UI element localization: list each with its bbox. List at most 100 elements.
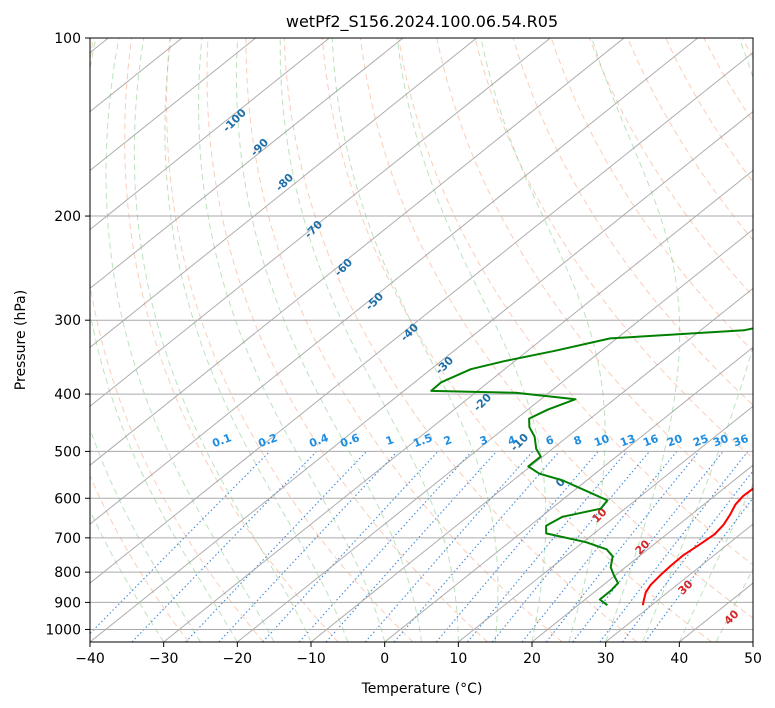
mixing-ratio-line — [262, 451, 439, 642]
mixing-ratio-line — [325, 451, 498, 642]
dry-adiabat — [588, 38, 753, 297]
moist-adiabat — [235, 38, 422, 642]
mixing-ratio-line — [599, 451, 749, 642]
mixing-ratio-label: 0.2 — [256, 431, 279, 450]
isotherm-value-label: -50 — [363, 290, 386, 313]
mixing-ratio-line — [467, 451, 628, 642]
isotherm-line — [90, 38, 551, 407]
x-axis-label: Temperature (°C) — [361, 681, 483, 697]
isotherm-line — [458, 405, 753, 642]
dry-adiabat — [283, 38, 638, 642]
isotherm-line — [90, 38, 625, 466]
mixing-ratio-line — [491, 451, 650, 642]
series-layer — [430, 327, 753, 606]
mixing-ratio-label: 0.6 — [338, 431, 361, 450]
mixing-ratio-line — [364, 451, 534, 642]
isotherm-line — [752, 641, 753, 642]
mixing-ratio-line — [298, 451, 473, 642]
isotherm-line — [90, 38, 330, 231]
dry-adiabat — [321, 38, 713, 642]
dry-adiabat — [360, 38, 753, 619]
y-tick-label: 1000 — [45, 622, 81, 638]
moist-adiabat — [105, 38, 275, 642]
mixing-ratio-line — [545, 451, 700, 642]
x-tick-label: 30 — [597, 651, 615, 667]
mixing-ratio-label: 25 — [691, 432, 710, 449]
moist-adiabat — [90, 38, 238, 642]
dry-adiabat — [166, 38, 414, 642]
mixing-ratio-line — [572, 451, 724, 642]
mixing-ratio-line — [435, 451, 599, 642]
isotherm-value-label: -100 — [220, 106, 249, 135]
x-tick-label: 20 — [523, 651, 541, 667]
dry-adiabat — [398, 38, 753, 566]
moist-adiabat — [591, 38, 681, 642]
mixing-ratio-label: 2 — [442, 433, 454, 448]
mixing-ratio-label: 4 — [506, 433, 518, 448]
moist-adiabat — [715, 567, 753, 642]
mixing-ratio-label: 13 — [618, 432, 637, 449]
mixing-ratio-label: 6 — [544, 433, 556, 448]
plot-frame — [89, 37, 754, 643]
mixing-ratio-line — [644, 497, 753, 642]
isotherm-line — [90, 38, 477, 348]
isotherm-value-label: -90 — [248, 136, 271, 159]
y-axis: 100 200 300 400 500 600 700 800 900 1000 — [45, 31, 90, 638]
moist-adiabat — [90, 427, 201, 642]
isotherm-line — [310, 287, 753, 642]
mixing-ratio-line — [131, 451, 317, 642]
background-lines — [90, 38, 753, 642]
x-tick-label: 40 — [670, 651, 688, 667]
mixing-ratio-line — [393, 451, 560, 642]
y-tick-label: 500 — [54, 444, 81, 460]
y-axis-label: Pressure (hPa) — [13, 290, 29, 390]
dry-adiabat — [665, 38, 753, 183]
moist-adiabat — [331, 38, 499, 642]
dry-adiabat — [124, 38, 339, 642]
mixing-ratio-label: 8 — [572, 433, 584, 448]
y-tick-label: 200 — [54, 209, 81, 225]
isotherm-value-label: -40 — [398, 321, 421, 344]
dry-adiabat — [245, 38, 563, 642]
y-tick-label: 600 — [54, 491, 81, 507]
isotherm-line — [90, 38, 404, 290]
x-tick-label: −30 — [149, 651, 179, 667]
isotherm-line — [679, 582, 753, 642]
x-tick-label: 0 — [380, 651, 389, 667]
isotherm-line — [90, 38, 256, 172]
dry-adiabat — [436, 38, 753, 513]
y-tick-label: 300 — [54, 313, 81, 329]
mixing-ratio-line — [218, 451, 398, 642]
mixing-ratio-label: 30 — [711, 432, 730, 450]
x-tick-label: 50 — [744, 651, 762, 667]
mixing-ratio-label: 10 — [592, 432, 611, 450]
x-tick-label: 10 — [449, 651, 467, 667]
x-axis: −40 −30 −20 −10 0 10 20 30 40 50 — [75, 642, 762, 667]
mixing-ratio-line — [521, 451, 678, 642]
mixing-ratio-label: 1 — [384, 433, 396, 448]
dry-adiabat — [90, 474, 190, 642]
isotherm-line — [605, 523, 753, 642]
mixing-ratio-label: 20 — [665, 432, 684, 450]
moist-adiabat — [197, 38, 386, 642]
x-tick-label: −10 — [296, 651, 326, 667]
isotherm-line — [384, 346, 753, 642]
isotherm-line — [90, 38, 698, 525]
x-tick-label: −40 — [75, 651, 105, 667]
isotherm-value-label: 30 — [676, 577, 696, 597]
y-tick-label: 700 — [54, 531, 81, 547]
isotherm-line — [237, 228, 753, 642]
isotherm-line — [90, 52, 753, 584]
mixing-ratio-line — [185, 451, 367, 642]
moist-adiabat — [164, 38, 349, 642]
y-tick-label: 100 — [54, 31, 81, 47]
dry-adiabat — [474, 38, 753, 460]
isotherm-value-label: -60 — [332, 256, 355, 279]
isotherm-line — [531, 464, 753, 642]
moist-adiabat — [678, 483, 753, 642]
mixing-ratio-label: 3 — [478, 433, 490, 448]
mixing-ratio-label: 36 — [731, 432, 750, 450]
isotherm-value-label: 40 — [722, 607, 742, 627]
mixing-ratio-label: 16 — [641, 432, 660, 450]
